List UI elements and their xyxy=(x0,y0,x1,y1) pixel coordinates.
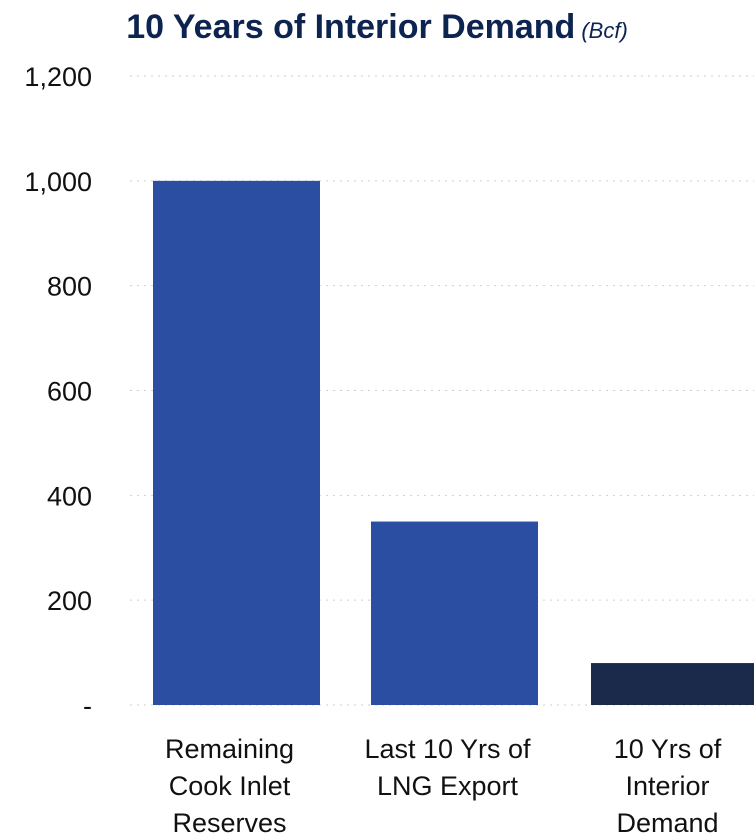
chart-title-unit: (Bcf) xyxy=(581,18,628,43)
category-label: Interior xyxy=(625,771,709,801)
bar xyxy=(153,180,320,706)
category-label: Cook Inlet xyxy=(169,771,291,801)
y-tick-label: 1,000 xyxy=(24,167,92,197)
y-tick-label: 1,200 xyxy=(24,62,92,92)
category-label: LNG Export xyxy=(377,771,519,801)
y-axis-ticks: - 200 400 600 800 1,000 1,200 xyxy=(24,62,92,721)
x-axis-categories: Remaining Cook Inlet Reserves Last 10 Yrs o… xyxy=(165,734,722,838)
category-label: Demand xyxy=(616,808,718,838)
bar xyxy=(371,521,538,705)
chart-title: 10 Years of Interior Demand (Bcf) xyxy=(0,8,754,47)
category-label: Remaining xyxy=(165,734,294,764)
category-label: Last 10 Yrs of xyxy=(364,734,531,764)
y-tick-label: 600 xyxy=(47,377,92,407)
category-label: 10 Yrs of xyxy=(614,734,722,764)
category-label: Reserves xyxy=(172,808,286,838)
y-tick-label: 200 xyxy=(47,586,92,616)
y-tick-label: - xyxy=(83,691,92,721)
bars xyxy=(153,180,754,706)
bar xyxy=(591,663,754,705)
chart-title-text: 10 Years of Interior Demand xyxy=(126,8,576,46)
y-tick-label: 800 xyxy=(47,272,92,302)
y-tick-label: 400 xyxy=(47,481,92,511)
